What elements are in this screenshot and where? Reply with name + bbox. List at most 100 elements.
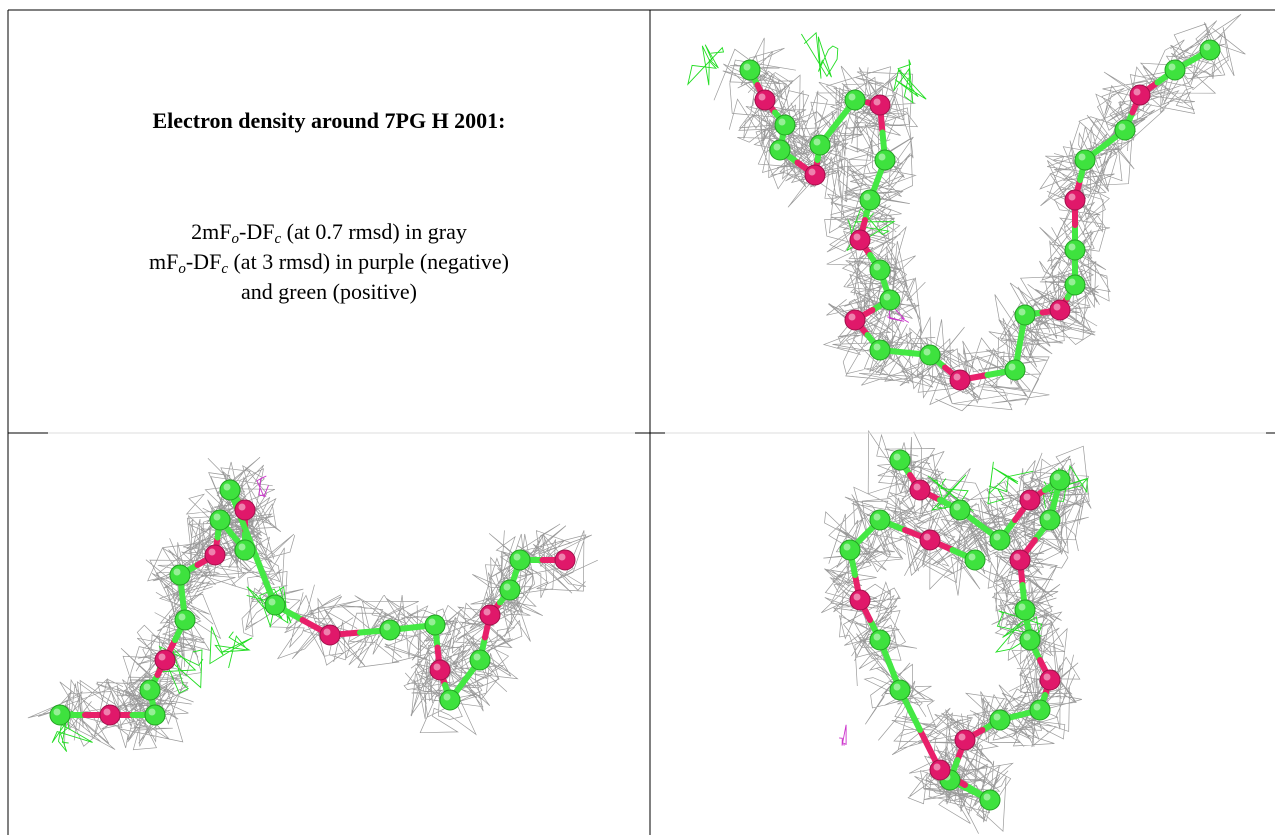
atom — [920, 345, 940, 365]
atom — [1010, 550, 1030, 570]
atom-highlight — [174, 569, 181, 576]
atom-highlight — [1054, 474, 1061, 481]
atom-highlight — [969, 554, 976, 561]
atom-highlight — [1019, 309, 1026, 316]
atom-highlight — [779, 119, 786, 126]
atom — [845, 310, 865, 330]
atom-highlight — [504, 584, 511, 591]
atom — [510, 550, 530, 570]
atom — [380, 620, 400, 640]
atom-highlight — [894, 684, 901, 691]
atom — [910, 480, 930, 500]
atom — [1130, 85, 1150, 105]
atom-highlight — [269, 599, 276, 606]
atom-highlight — [54, 709, 61, 716]
atom-highlight — [959, 734, 966, 741]
atom-highlight — [874, 634, 881, 641]
atom-highlight — [1019, 604, 1026, 611]
atom — [950, 500, 970, 520]
atom — [740, 60, 760, 80]
caption-line: mFo-DFc (at 3 rmsd) in purple (negative) — [9, 247, 649, 277]
atom-highlight — [239, 544, 246, 551]
atom-highlight — [1024, 494, 1031, 501]
atom — [175, 610, 195, 630]
atom-highlight — [514, 554, 521, 561]
atom — [955, 730, 975, 750]
atom — [870, 510, 890, 530]
atom — [1075, 150, 1095, 170]
atom — [320, 625, 340, 645]
atom — [880, 290, 900, 310]
atom — [890, 450, 910, 470]
atom-highlight — [1024, 634, 1031, 641]
atom-highlight — [954, 504, 961, 511]
atom — [770, 140, 790, 160]
atom — [775, 115, 795, 135]
atom — [480, 605, 500, 625]
atom — [220, 480, 240, 500]
atom — [890, 680, 910, 700]
atom-highlight — [429, 619, 436, 626]
atom — [425, 615, 445, 635]
atom — [1030, 700, 1050, 720]
atom-highlight — [1169, 64, 1176, 71]
atom-highlight — [879, 154, 886, 161]
atom — [1050, 300, 1070, 320]
atom-highlight — [144, 684, 151, 691]
density-mesh-green — [894, 60, 927, 103]
atom-highlight — [559, 554, 566, 561]
atom — [965, 550, 985, 570]
atom-highlight — [1119, 124, 1126, 131]
atom — [1020, 490, 1040, 510]
atom — [1020, 630, 1040, 650]
atom — [850, 230, 870, 250]
atom-highlight — [924, 534, 931, 541]
atom-highlight — [874, 514, 881, 521]
atom-highlight — [854, 594, 861, 601]
atom-highlight — [874, 344, 881, 351]
subscript: c — [221, 261, 228, 277]
atom — [1015, 305, 1035, 325]
atom-highlight — [224, 484, 231, 491]
atom — [860, 190, 880, 210]
atom-highlight — [1069, 279, 1076, 286]
atom-highlight — [914, 484, 921, 491]
subscript: o — [178, 261, 186, 277]
atom-highlight — [1034, 704, 1041, 711]
atom — [930, 760, 950, 780]
atom-highlight — [809, 169, 816, 176]
caption-line: and green (positive) — [9, 277, 649, 307]
atom — [205, 545, 225, 565]
density-mesh-purple — [839, 725, 846, 746]
atom-highlight — [874, 264, 881, 271]
atom-highlight — [1009, 364, 1016, 371]
atom — [500, 580, 520, 600]
atom — [755, 90, 775, 110]
atom — [990, 530, 1010, 550]
atom-highlight — [1079, 154, 1086, 161]
atom-highlight — [864, 194, 871, 201]
atom — [430, 660, 450, 680]
atom — [870, 630, 890, 650]
atom — [155, 650, 175, 670]
atom — [875, 150, 895, 170]
atom-highlight — [324, 629, 331, 636]
atom — [555, 550, 575, 570]
density-mesh-green — [210, 627, 252, 668]
atom — [1040, 510, 1060, 530]
atom-highlight — [179, 614, 186, 621]
atom-highlight — [759, 94, 766, 101]
atom-highlight — [484, 609, 491, 616]
atom — [1165, 60, 1185, 80]
atom-highlight — [159, 654, 166, 661]
atom — [850, 590, 870, 610]
atom-highlight — [1069, 194, 1076, 201]
atom — [170, 565, 190, 585]
atom-highlight — [474, 654, 481, 661]
atom-highlight — [849, 314, 856, 321]
atom — [920, 530, 940, 550]
atom — [1065, 240, 1085, 260]
atom-highlight — [214, 514, 221, 521]
atom-highlight — [849, 94, 856, 101]
atom — [1005, 360, 1025, 380]
